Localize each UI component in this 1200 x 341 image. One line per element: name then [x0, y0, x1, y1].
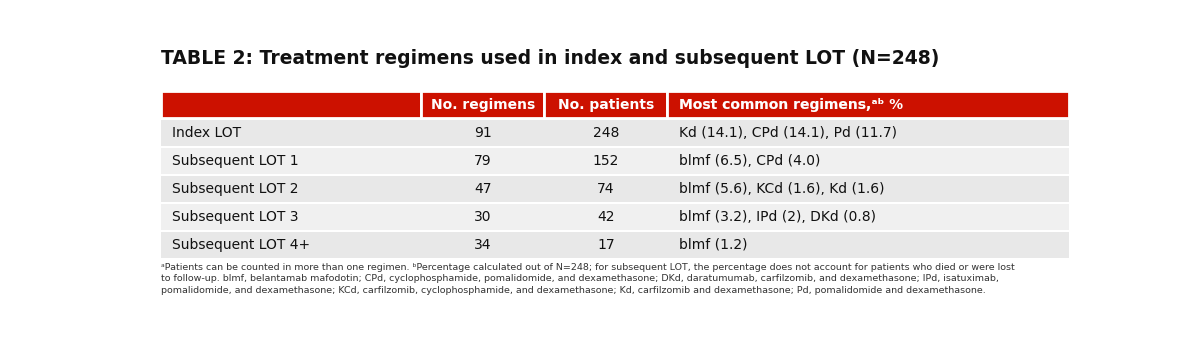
Bar	[421, 91, 545, 118]
Text: 152: 152	[593, 154, 619, 168]
Bar	[421, 120, 545, 146]
Text: 42: 42	[598, 210, 614, 224]
Text: ᵃPatients can be counted in more than one regimen. ᵇPercentage calculated out of: ᵃPatients can be counted in more than on…	[161, 263, 1015, 295]
Bar	[161, 232, 421, 257]
Text: TABLE 2: Treatment regimens used in index and subsequent LOT (N=248): TABLE 2: Treatment regimens used in inde…	[161, 49, 940, 68]
Text: Most common regimens,: Most common regimens,	[679, 98, 871, 112]
Bar	[667, 148, 1069, 174]
Text: 74: 74	[598, 182, 614, 196]
Bar	[667, 91, 1069, 118]
Bar	[667, 120, 1069, 146]
Text: 17: 17	[598, 238, 614, 252]
Text: No. regimens: No. regimens	[431, 98, 535, 112]
Bar	[161, 148, 421, 174]
Bar	[545, 176, 667, 202]
Bar	[545, 204, 667, 230]
Bar	[545, 232, 667, 257]
Bar	[161, 91, 421, 118]
Bar	[421, 176, 545, 202]
Text: blmf (3.2), IPd (2), DKd (0.8): blmf (3.2), IPd (2), DKd (0.8)	[679, 210, 876, 224]
Text: 34: 34	[474, 238, 492, 252]
Bar	[421, 148, 545, 174]
Text: blmf (5.6), KCd (1.6), Kd (1.6): blmf (5.6), KCd (1.6), Kd (1.6)	[679, 182, 884, 196]
Text: Most common regimens,ᵃᵇ %: Most common regimens,ᵃᵇ %	[679, 98, 902, 112]
Text: Kd (14.1), CPd (14.1), Pd (11.7): Kd (14.1), CPd (14.1), Pd (11.7)	[679, 127, 896, 140]
Bar	[667, 176, 1069, 202]
Text: Subsequent LOT 2: Subsequent LOT 2	[173, 182, 299, 196]
Text: blmf (6.5), CPd (4.0): blmf (6.5), CPd (4.0)	[679, 154, 820, 168]
Text: 79: 79	[474, 154, 492, 168]
Bar	[161, 204, 421, 230]
Text: 91: 91	[474, 127, 492, 140]
Text: 248: 248	[593, 127, 619, 140]
Bar	[667, 232, 1069, 257]
Bar	[161, 176, 421, 202]
Text: Subsequent LOT 3: Subsequent LOT 3	[173, 210, 299, 224]
Text: 47: 47	[474, 182, 492, 196]
Text: Most common regimens,a,b %: Most common regimens,a,b %	[679, 98, 914, 112]
Text: 30: 30	[474, 210, 492, 224]
Text: blmf (1.2): blmf (1.2)	[679, 238, 748, 252]
Bar	[421, 232, 545, 257]
Bar	[161, 120, 421, 146]
Text: No. patients: No. patients	[558, 98, 654, 112]
Text: Subsequent LOT 1: Subsequent LOT 1	[173, 154, 299, 168]
Bar	[421, 204, 545, 230]
Bar	[545, 120, 667, 146]
Bar	[545, 91, 667, 118]
Bar	[667, 204, 1069, 230]
Bar	[545, 148, 667, 174]
Text: Index LOT: Index LOT	[173, 127, 241, 140]
Text: Subsequent LOT 4+: Subsequent LOT 4+	[173, 238, 311, 252]
